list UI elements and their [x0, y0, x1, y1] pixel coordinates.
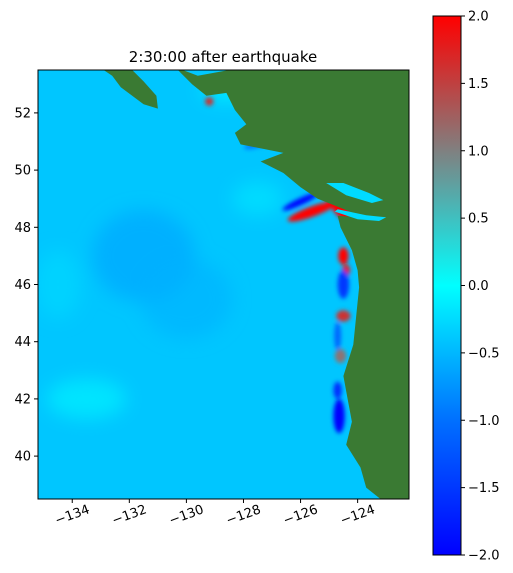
colorbar-tick-label-6: 1.0 — [468, 144, 489, 159]
x-tick-label-1: −132 — [110, 502, 149, 528]
strait-of-georgia — [326, 183, 384, 203]
colorbar-tick-label-3: −0.5 — [468, 346, 500, 361]
y-tick-label-4: 48 — [14, 221, 31, 236]
wave-feature-2 — [338, 247, 349, 265]
colorbar-tick-label-5: 0.5 — [468, 212, 489, 227]
wave-feature-8 — [282, 192, 319, 211]
x-tick-label-0: −134 — [53, 502, 92, 528]
colorbar-bar — [432, 15, 462, 556]
colorbar-tick-label-2: −1.0 — [468, 414, 500, 429]
y-tick-label-3: 46 — [14, 278, 31, 293]
x-tick-label-5: −124 — [338, 502, 377, 528]
ocean-patch-4 — [232, 181, 284, 216]
y-tick-label-5: 50 — [14, 164, 31, 179]
wave-feature-4 — [336, 310, 351, 322]
wave-feature-12 — [334, 321, 342, 351]
colorbar-tick-label-4: 0.0 — [468, 279, 489, 294]
wave-feature-5 — [334, 348, 347, 364]
ocean-patch-0 — [46, 378, 127, 419]
wave-feature-6 — [204, 97, 214, 106]
chart-title: 2:30:00 after earthquake — [129, 48, 317, 66]
x-tick-label-4: −126 — [281, 502, 320, 528]
x-axis: −134 −132 −130 −128 −126 −124 — [53, 499, 377, 529]
x-tick-label-2: −130 — [167, 502, 206, 528]
colorbar-tick-label-7: 1.5 — [468, 77, 489, 92]
colorbar-tick-label-8: 2.0 — [468, 10, 489, 25]
strait-juan-de-fuca — [334, 209, 387, 221]
x-tick-label-3: −128 — [224, 502, 263, 528]
wave-feature-10 — [333, 381, 342, 399]
map-plot — [38, 70, 409, 499]
colorbar-tick-label-0: −2.0 — [468, 549, 500, 564]
wave-feature-9 — [333, 398, 345, 434]
colorbar-tick-label-1: −1.5 — [468, 481, 500, 496]
y-tick-label-6: 52 — [14, 106, 31, 121]
y-tick-label-0: 40 — [14, 450, 31, 465]
ocean-patch-2 — [140, 258, 233, 339]
ocean-patch-5 — [38, 250, 81, 319]
wave-feature-1 — [287, 201, 337, 222]
y-tick-label-1: 42 — [14, 392, 31, 407]
ocean-texture — [38, 78, 284, 419]
land-mass — [177, 70, 409, 499]
y-axis: 40 42 44 46 48 50 52 — [14, 106, 38, 465]
wave-feature-11 — [337, 270, 350, 299]
y-tick-label-2: 44 — [14, 335, 31, 350]
haida-gwaii-island — [103, 70, 158, 109]
colorbar-axis: −2.0 −1.5 −1.0 −0.5 0.0 0.5 1.0 1.5 2.0 — [461, 10, 500, 564]
